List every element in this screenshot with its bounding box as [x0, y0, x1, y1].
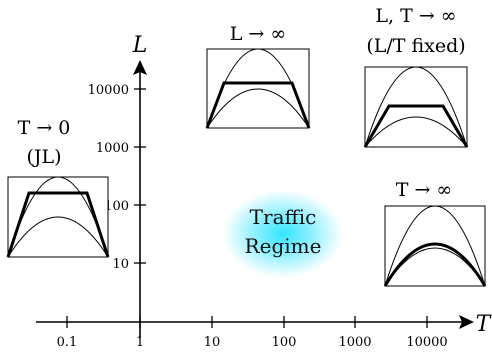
x-tick-label: 0.1 — [57, 335, 78, 350]
panel-small-T-inner-arc — [7, 216, 109, 258]
y-tick-label: 10 — [112, 257, 129, 272]
x-tick-label: 100 — [272, 335, 297, 350]
panel-large-L-T-caption-line2: (L/T fixed) — [366, 35, 465, 57]
panel-large-L-T-inner-arc — [364, 116, 468, 148]
panel-large-L-inner-arc — [206, 88, 310, 129]
traffic-regime-glow — [223, 190, 343, 278]
panel-large-L: L → ∞ — [205, 23, 311, 129]
x-tick-label: 10000 — [406, 335, 447, 350]
panel-large-L-profile — [205, 81, 311, 129]
y-tick-label: 10000 — [88, 83, 129, 98]
x-axis-arrowhead — [459, 315, 474, 329]
panel-large-T-caption-line1: T → ∞ — [396, 179, 453, 201]
panel-large-L-T-outer-arc — [364, 66, 468, 148]
x-tick-label: 10 — [204, 335, 221, 350]
y-axis-arrowhead — [133, 60, 147, 75]
x-ticks: 0.1 1 10 100 1000 10000 — [57, 316, 448, 350]
panel-large-T-outer-arc — [384, 205, 486, 287]
panel-large-L-T-caption-line1: L, T → ∞ — [375, 5, 456, 27]
panel-small-T: T → 0 (JL) — [6, 117, 110, 258]
x-axis-label: T — [476, 312, 492, 337]
x-tick-label: 1000 — [338, 335, 371, 350]
panel-large-L-T: L, T → ∞ (L/T fixed) — [363, 5, 469, 148]
y-tick-label: 100 — [104, 199, 129, 214]
y-ticks: 10 100 1000 10000 — [88, 83, 146, 272]
panel-large-L-caption-line1: L → ∞ — [230, 23, 286, 45]
panel-small-T-profile — [6, 191, 110, 258]
panel-large-T-profile — [383, 242, 487, 287]
panel-large-L-T-profile — [363, 104, 469, 148]
traffic-regime-label-line2: Regime — [245, 234, 322, 258]
traffic-regime-label-line1: Traffic — [250, 205, 317, 229]
panel-small-T-caption-line1: T → 0 — [18, 117, 71, 139]
panel-large-T: T → ∞ — [383, 179, 487, 287]
y-tick-label: 1000 — [96, 141, 129, 156]
x-tick-label: 1 — [136, 335, 144, 350]
panel-large-T-frame — [384, 205, 486, 287]
panel-small-T-caption-line2: (JL) — [26, 146, 61, 168]
y-axis-label: L — [132, 33, 148, 58]
